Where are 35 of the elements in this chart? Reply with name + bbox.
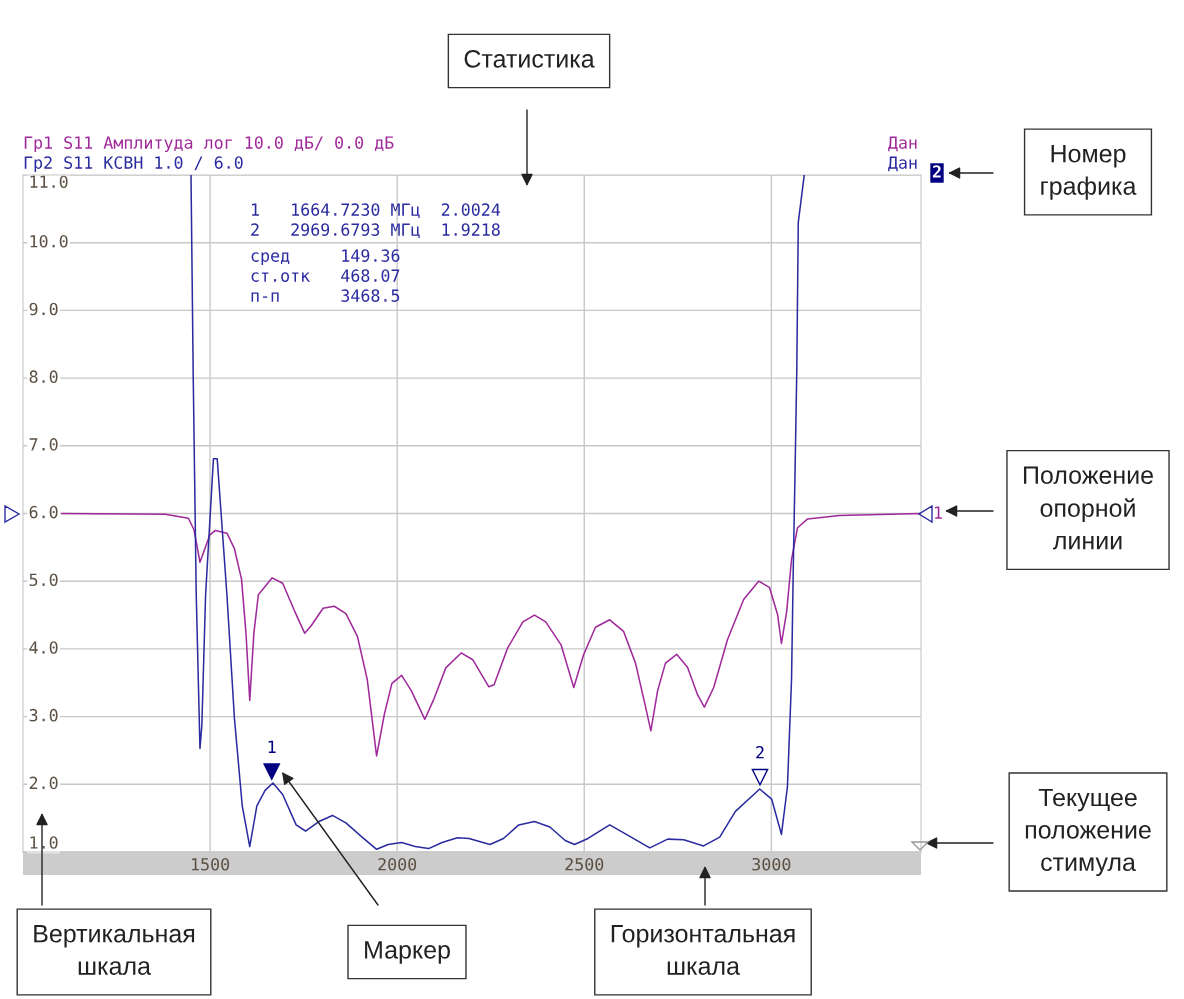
text: Гр1 S11 Амплитуда лог 10.0 дБ/ 0.0 дБ: [24, 136, 394, 153]
x-tick-label: 1500: [192, 857, 230, 871]
text: Положение опорной линии: [1023, 466, 1153, 550]
x-tick-label: 2000: [378, 857, 417, 871]
text: Дан: [888, 136, 917, 152]
annotation: ст.отк 468.07: [251, 269, 400, 282]
text: 2: [932, 165, 941, 178]
y-tick-label: 6.0: [29, 505, 58, 519]
y-tick-label: 2.0: [29, 776, 58, 790]
text: Маркер: [365, 941, 450, 964]
text: Текущее положение стимула: [1025, 788, 1151, 877]
text: Статистика: [464, 50, 595, 68]
y-tick-label: 10.0: [30, 234, 68, 248]
x-tick-label: 3000: [752, 857, 791, 871]
text: 1: [935, 506, 942, 519]
line-series: [190, 175, 806, 851]
y-tick-label: 8.0: [29, 370, 58, 383]
annotation: 1 1664.7230 МГц 2.0024: [252, 203, 501, 218]
annotation: 2: [756, 745, 764, 759]
text: Вертикальная шкала: [34, 925, 195, 975]
x-tick-label: 2500: [565, 857, 604, 871]
text: Гр2 S11 КСВН 1.0 / 6.0: [24, 156, 243, 173]
y-tick-label: 7.0: [29, 438, 58, 451]
y-tick-label: 3.0: [29, 708, 58, 722]
y-tick-label: 5.0: [29, 573, 58, 587]
annotation: п-п 3468.5: [251, 289, 400, 302]
text: Горизонтальная шкала: [611, 925, 795, 975]
text: Номер графика: [1041, 145, 1137, 200]
y-tick-label: 11.0: [30, 175, 68, 188]
annotation: сред 149.36: [251, 249, 400, 266]
y-tick-label: 9.0: [29, 302, 58, 316]
y-tick-label: 4.0: [29, 641, 58, 654]
text: Дан: [888, 156, 917, 172]
annotation: 1: [268, 740, 276, 753]
annotation: 2 2969.6793 МГц 1.9218: [251, 223, 500, 238]
